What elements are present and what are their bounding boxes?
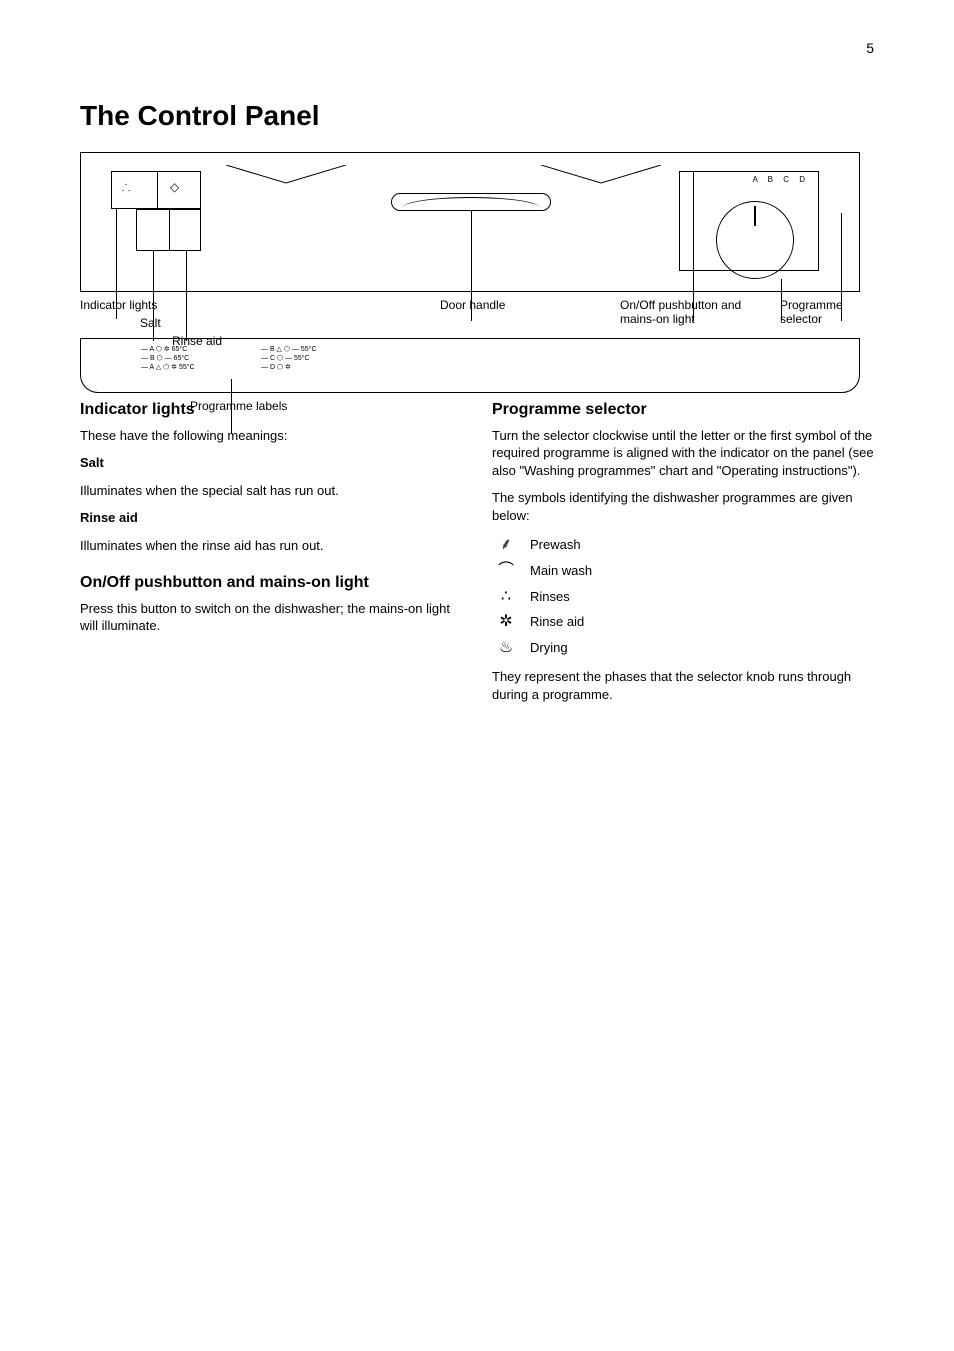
subhead-salt: Salt — [80, 454, 462, 472]
right-column: Programme selector Turn the selector clo… — [492, 399, 874, 713]
label-indicator-lights: Indicator lights — [80, 298, 157, 312]
phase-label: Rinse aid — [530, 613, 584, 631]
heading-programme-selector: Programme selector — [492, 399, 874, 421]
label-salt: Salt — [140, 316, 161, 330]
knob-letters: A B C D — [753, 175, 809, 184]
phase-prewash: ⸙ Prewash — [492, 534, 874, 556]
vent-chevron-2 — [541, 165, 661, 185]
prewash-icon: ⸙ — [492, 534, 520, 556]
label-door-handle: Door handle — [440, 298, 505, 312]
text-selector-3: They represent the phases that the selec… — [492, 668, 874, 703]
rinses-icon: ∴ — [492, 586, 520, 608]
left-column: Indicator lights These have the followin… — [80, 399, 462, 713]
control-panel-diagram: ⸫ ◇ A B C D — [80, 152, 860, 292]
mainwash-icon: ⌒ — [492, 560, 520, 582]
phase-label: Prewash — [530, 536, 581, 554]
text-salt: Illuminates when the special salt has ru… — [80, 482, 462, 500]
programme-selector-knob — [716, 201, 794, 279]
text-indicator-intro: These have the following meanings: — [80, 427, 462, 445]
phase-rinseaid: ✲ Rinse aid — [492, 611, 874, 633]
indicator-light-panel: ⸫ ◇ — [111, 171, 201, 209]
drying-icon: ♨ — [492, 637, 520, 659]
programme-list-col2: — B △ ⬡ — 55°C — C ⬡ — 55°C — D ⬡ ✲ — [261, 345, 317, 372]
rinse-glyph: ◇ — [170, 180, 179, 194]
programme-label-strip: — A ⬡ ✲ 65°C — B ⬡ — 65°C — A △ ⬡ ✲ 55°C… — [80, 338, 860, 393]
phase-label: Rinses — [530, 588, 570, 606]
subhead-rinse: Rinse aid — [80, 509, 462, 527]
text-selector-2: The symbols identifying the dishwasher p… — [492, 489, 874, 524]
phase-label: Main wash — [530, 562, 592, 580]
programme-list-col1: — A ⬡ ✲ 65°C — B ⬡ — 65°C — A △ ⬡ ✲ 55°C — [141, 345, 195, 372]
label-program-selector: Programme selector — [780, 298, 860, 326]
page-title: The Control Panel — [80, 100, 874, 132]
indicator-callout-box — [136, 209, 201, 251]
label-on-off: On/Off pushbutton and mains-on light — [620, 298, 750, 326]
text-rinse: Illuminates when the rinse aid has run o… — [80, 537, 462, 555]
label-programme-labels: Programme labels — [190, 399, 287, 413]
phase-mainwash: ⌒ Main wash — [492, 560, 874, 582]
page-number: 5 — [866, 40, 874, 56]
door-handle — [391, 193, 551, 211]
vent-chevron-1 — [226, 165, 346, 185]
phase-label: Drying — [530, 639, 568, 657]
text-onoff: Press this button to switch on the dishw… — [80, 600, 462, 635]
heading-onoff: On/Off pushbutton and mains-on light — [80, 572, 462, 594]
body-columns: Indicator lights These have the followin… — [80, 399, 874, 713]
salt-glyph: ⸫ — [122, 180, 130, 194]
rinseaid-icon: ✲ — [492, 611, 520, 633]
text-selector-1: Turn the selector clockwise until the le… — [492, 427, 874, 480]
phase-drying: ♨ Drying — [492, 637, 874, 659]
phase-list: ⸙ Prewash ⌒ Main wash ∴ Rinses ✲ Rinse a… — [492, 534, 874, 658]
phase-rinses: ∴ Rinses — [492, 586, 874, 608]
